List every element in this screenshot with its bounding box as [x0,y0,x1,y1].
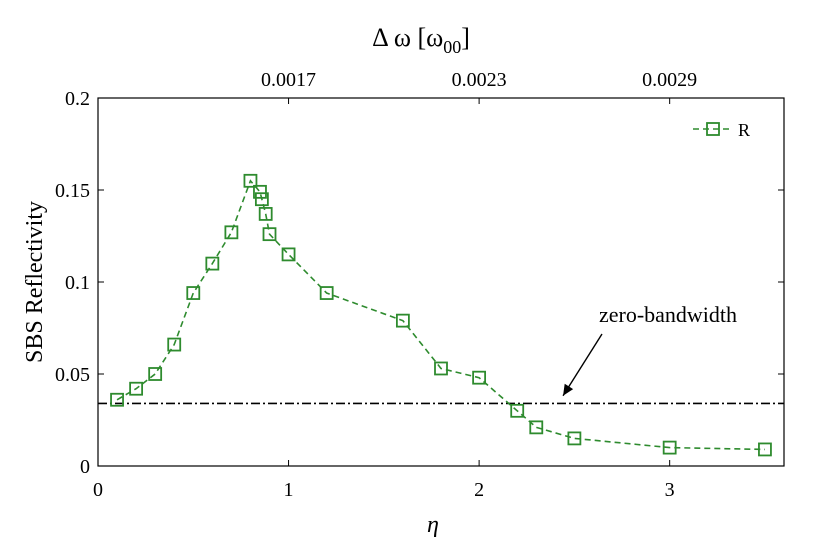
top-tick-label: 0.0029 [642,69,697,91]
top-axis-label-main: Δ ω [ω [372,23,443,52]
plot-layer [98,173,784,457]
legend: R [693,120,750,140]
x-tick-label: 1 [284,479,294,501]
y-tick-label: 0.2 [65,88,90,110]
data-point [253,184,267,199]
top-axis-label-subscript: 00 [443,37,461,57]
x-axis-label: η [427,512,439,538]
data-point [186,286,201,300]
plot-frame [97,97,785,467]
legend-label: R [738,120,750,140]
series-line-R [116,179,765,451]
data-point [395,313,410,328]
y-axis-label: SBS Reflectivity [22,201,48,363]
data-point [243,173,258,188]
data-point [254,192,269,207]
annotation-label: zero-bandwidth [599,302,737,327]
data-point [567,431,582,446]
data-point [281,247,296,262]
data-point [205,256,220,271]
x-tick-label: 2 [474,479,484,501]
data-point [472,370,487,385]
y-tick-label: 0 [80,456,90,478]
data-point [224,225,239,240]
data-point [110,392,124,407]
y-tick-label: 0.1 [65,272,90,294]
x-tick-label: 3 [665,479,675,501]
data-point [129,381,144,396]
axis-layer: 0 1 2 3 0 0.05 0.1 0.15 0.2 0.0017 0.0023 0.0029 η SB… [22,23,785,538]
data-point [167,337,182,352]
annotation-arrow-line [562,333,603,397]
data-point [662,440,677,455]
x-tick-label: 0 [93,479,103,501]
top-tick-label: 0.0023 [452,69,507,91]
annotation-arrow-head [563,383,574,396]
data-point [529,420,544,435]
data-point [148,367,163,381]
data-point [434,361,448,376]
data-point [262,227,277,242]
top-tick-label: 0.0017 [261,69,316,91]
data-point [510,403,525,418]
data-point [258,207,273,221]
y-tick-label: 0.15 [55,180,90,202]
top-axis-label-close: ] [461,23,470,52]
y-tick-label: 0.05 [55,364,90,386]
data-point [758,442,772,457]
data-point [319,286,334,300]
top-axis-label: Δ ω [ω00] [372,23,470,57]
legend-marker [706,122,720,136]
